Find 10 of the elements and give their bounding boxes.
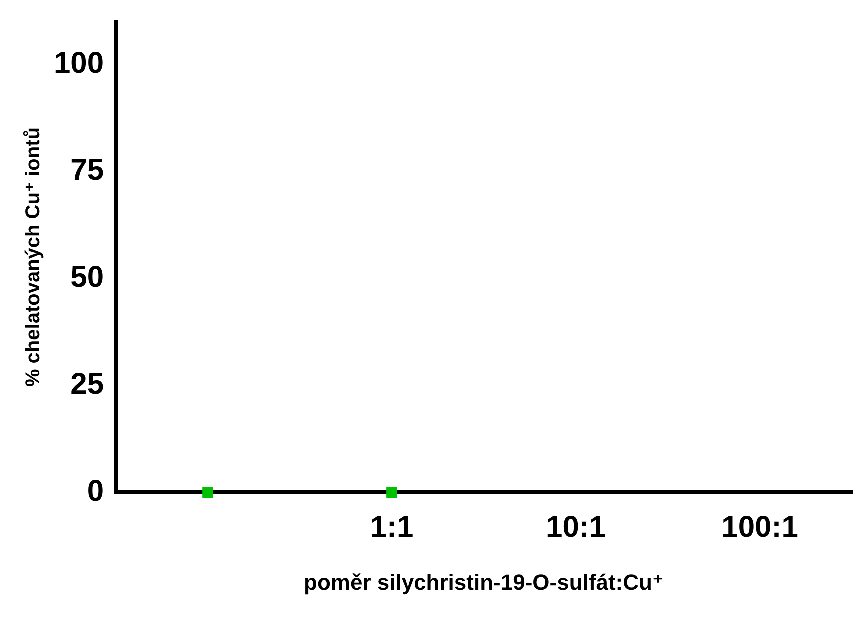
x-tick-label: 1:1 — [370, 510, 414, 544]
y-tick-label: 25 — [70, 368, 104, 401]
x-axis-title: poměr silychristin-19-O-sulfát:Cu⁺ — [304, 570, 664, 595]
x-tick-label: 100:1 — [722, 510, 798, 544]
y-axis-title: % chelatovaných Cu⁺ iontů — [22, 128, 45, 388]
y-tick-label: 75 — [70, 154, 104, 187]
y-tick-label: 50 — [70, 260, 104, 294]
y-tick-label: 0 — [87, 474, 104, 508]
y-tick-label: 100 — [54, 47, 104, 80]
x-tick-label: 10:1 — [546, 510, 606, 544]
